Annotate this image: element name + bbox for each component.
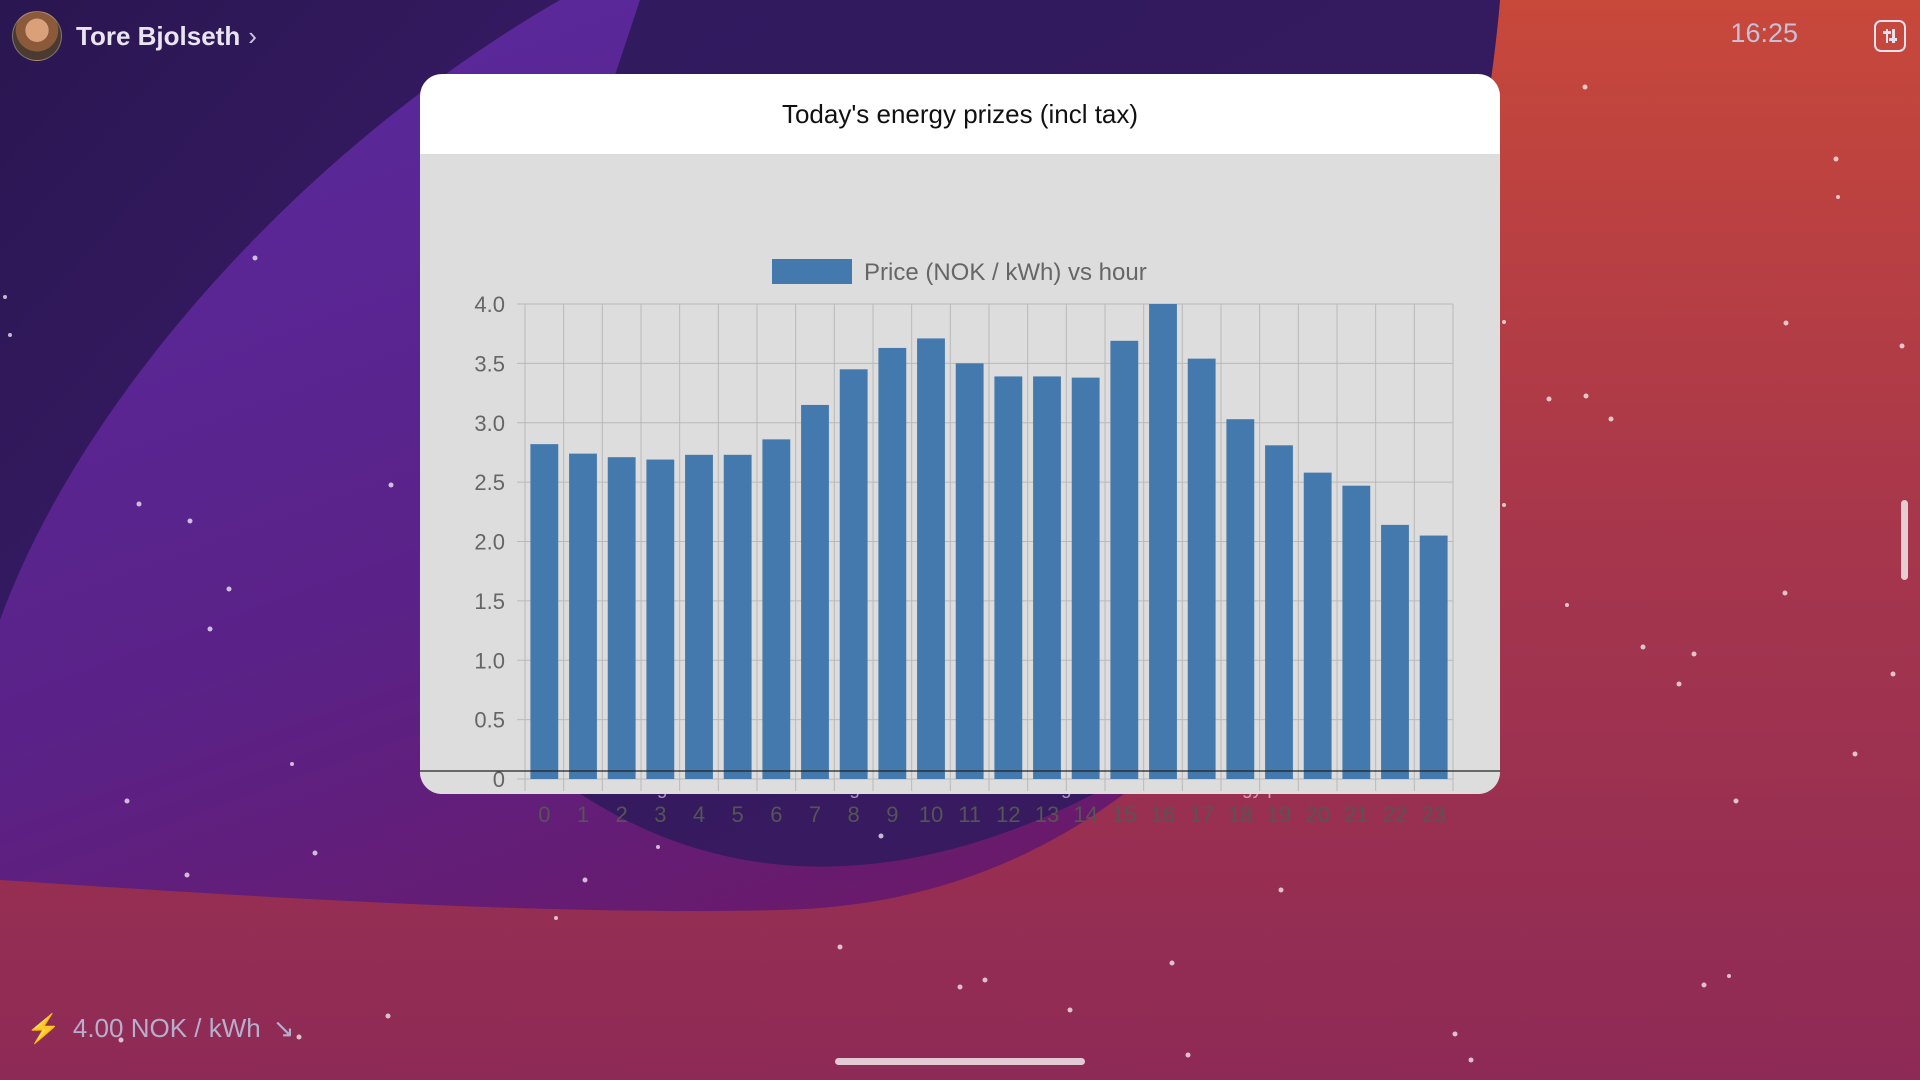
avatar bbox=[12, 11, 62, 61]
x-tick-label: 13 bbox=[1035, 802, 1059, 827]
bar bbox=[530, 444, 559, 779]
x-tick-label: 2 bbox=[616, 802, 628, 827]
x-tick-label: 16 bbox=[1151, 802, 1175, 827]
bar bbox=[1110, 340, 1139, 779]
bar bbox=[1342, 485, 1371, 779]
y-tick-label: 1.5 bbox=[474, 589, 505, 614]
x-tick-label: 19 bbox=[1267, 802, 1291, 827]
x-tick-label: 5 bbox=[732, 802, 744, 827]
x-tick-label: 23 bbox=[1421, 802, 1445, 827]
bar bbox=[569, 453, 597, 779]
x-tick-label: 1 bbox=[577, 802, 589, 827]
bar bbox=[839, 369, 868, 779]
legend-swatch bbox=[772, 259, 852, 284]
x-tick-label: 11 bbox=[958, 802, 981, 827]
x-tick-label: 0 bbox=[538, 802, 550, 827]
panel-title: Today's energy prizes (incl tax) bbox=[781, 98, 1139, 129]
energy-price-value: 4.00 NOK / kWh bbox=[72, 1013, 261, 1043]
x-tick-label: 17 bbox=[1189, 802, 1213, 827]
lightning-icon: ⚡ bbox=[26, 1013, 61, 1044]
trend-arrow-icon: ↘ bbox=[272, 1013, 295, 1043]
x-tick-label: 10 bbox=[919, 802, 943, 827]
user-name: Tore Bjolseth bbox=[76, 20, 241, 51]
bar bbox=[1071, 377, 1100, 779]
side-panel-handle[interactable] bbox=[1901, 500, 1908, 580]
clock: 16:25 bbox=[1730, 18, 1798, 48]
bar bbox=[762, 439, 791, 779]
x-tick-label: 22 bbox=[1383, 802, 1407, 827]
y-tick-label: 0 bbox=[493, 767, 505, 792]
y-tick-label: 3.5 bbox=[474, 351, 505, 376]
x-tick-label: 12 bbox=[996, 802, 1020, 827]
x-tick-label: 15 bbox=[1112, 802, 1136, 827]
bar bbox=[1226, 419, 1255, 779]
bar bbox=[607, 457, 636, 779]
x-tick-label: 21 bbox=[1344, 802, 1368, 827]
x-tick-label: 3 bbox=[654, 802, 666, 827]
bar bbox=[1303, 472, 1332, 779]
y-tick-label: 0.5 bbox=[474, 708, 505, 733]
user-profile-button[interactable]: Tore Bjolseth › bbox=[12, 11, 257, 61]
bar bbox=[1419, 535, 1448, 779]
bar bbox=[723, 454, 752, 779]
energy-price-indicator[interactable]: ⚡ 4.00 NOK / kWh ↘ bbox=[26, 1012, 295, 1045]
controls-icon[interactable] bbox=[1874, 20, 1906, 52]
y-tick-label: 4.0 bbox=[474, 292, 505, 317]
bar bbox=[685, 454, 713, 779]
legend-label: Price (NOK / kWh) vs hour bbox=[864, 259, 1147, 286]
x-tick-label: 9 bbox=[886, 802, 898, 827]
x-tick-label: 18 bbox=[1228, 802, 1252, 827]
y-tick-label: 2.5 bbox=[474, 470, 505, 495]
x-tick-label: 8 bbox=[848, 802, 860, 827]
bar bbox=[1033, 376, 1061, 779]
x-tick-label: 4 bbox=[693, 802, 705, 827]
bar bbox=[878, 347, 907, 779]
chevron-right-icon: › bbox=[248, 20, 257, 51]
bar bbox=[1265, 445, 1293, 779]
bar bbox=[1381, 524, 1409, 779]
bar bbox=[1187, 358, 1216, 779]
bar bbox=[801, 404, 829, 779]
x-tick-label: 14 bbox=[1073, 802, 1097, 827]
home-indicator[interactable] bbox=[835, 1058, 1085, 1065]
y-tick-label: 1.0 bbox=[474, 648, 505, 673]
bar bbox=[994, 376, 1023, 779]
y-tick-label: 3.0 bbox=[474, 411, 505, 436]
bar bbox=[646, 459, 675, 779]
bar bbox=[917, 338, 945, 779]
y-tick-label: 2.0 bbox=[474, 530, 505, 555]
bar bbox=[1149, 304, 1177, 779]
x-tick-label: 6 bbox=[770, 802, 782, 827]
x-tick-label: 7 bbox=[809, 802, 821, 827]
bar bbox=[955, 363, 984, 779]
x-tick-label: 20 bbox=[1305, 802, 1329, 827]
